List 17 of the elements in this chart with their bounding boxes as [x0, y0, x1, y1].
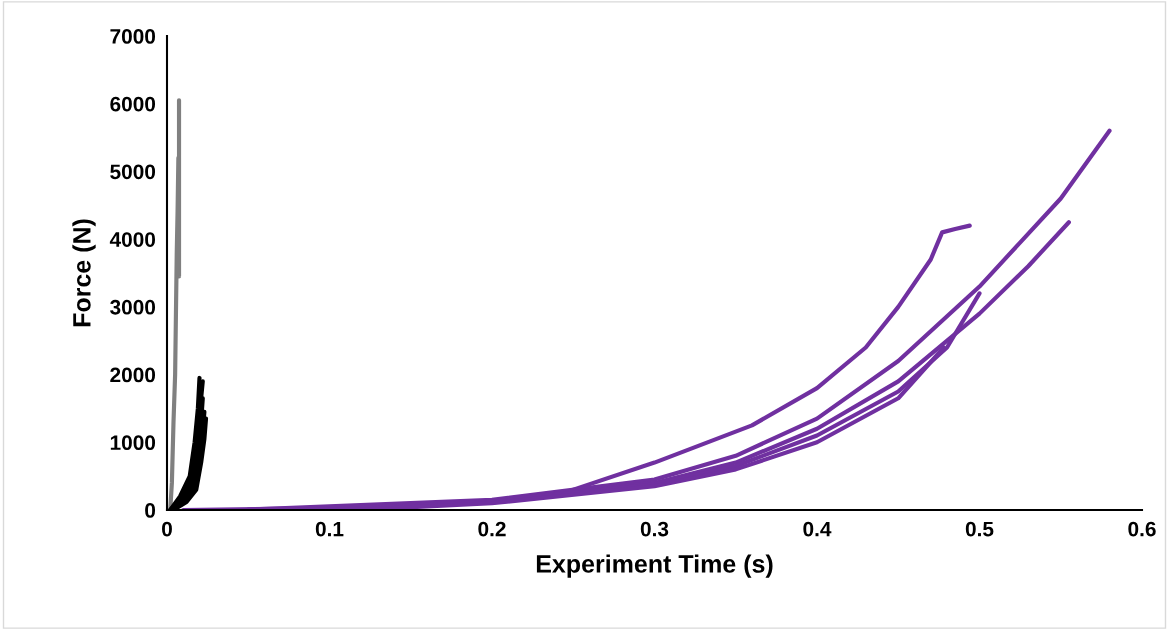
x-tick-label: 0.1	[315, 521, 344, 537]
x-tick-label: 0.5	[965, 521, 994, 537]
x-tick-label: 0.6	[1128, 521, 1156, 537]
y-tick-label: 6000	[110, 96, 156, 112]
y-tick-label: 0	[145, 503, 156, 518]
y-tick-label: 2000	[110, 367, 156, 383]
y-tick-label: 1000	[110, 435, 156, 451]
y-tick-label: 5000	[110, 164, 156, 180]
x-tick-label: 0.3	[640, 521, 669, 537]
y-axis-title: Force (N)	[72, 219, 96, 327]
x-tick-label: 0.4	[803, 521, 832, 537]
y-tick-label: 7000	[110, 29, 156, 44]
y-tick-label: 4000	[109, 232, 156, 247]
x-axis-title: Experiment Time (s)	[536, 554, 773, 578]
x-tick-label: 0	[162, 521, 172, 537]
y-tick-label: 3000	[110, 299, 156, 315]
x-tick-label: 0.2	[478, 521, 506, 537]
